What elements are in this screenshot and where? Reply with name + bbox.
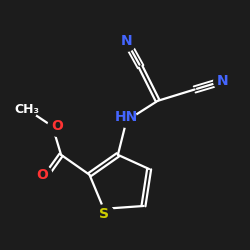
Text: N: N <box>120 34 132 48</box>
Text: CH₃: CH₃ <box>14 103 40 116</box>
Text: O: O <box>51 120 63 134</box>
Text: O: O <box>36 168 48 182</box>
Text: HN: HN <box>115 110 138 124</box>
Text: S: S <box>99 207 109 221</box>
Text: N: N <box>217 74 229 88</box>
